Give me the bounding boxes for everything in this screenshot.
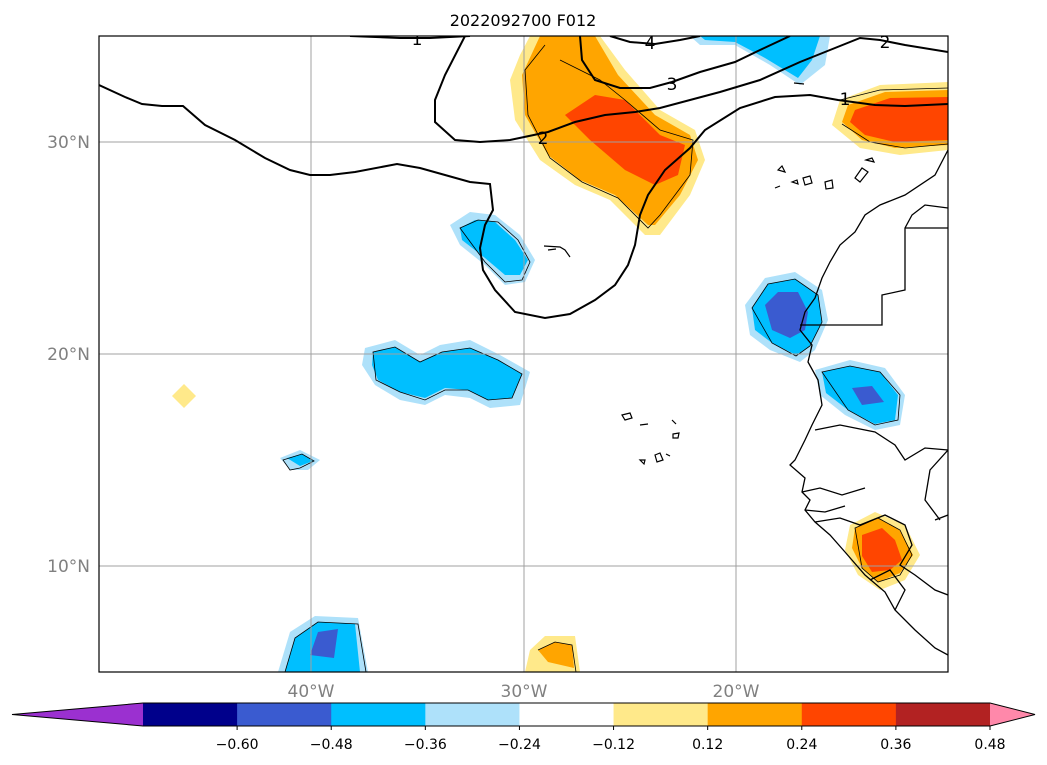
colorbar-extend-low (12, 703, 143, 726)
shaded-outlines (282, 44, 948, 672)
cape-verde-2 (639, 423, 649, 426)
contour-label-2-west: 2 (538, 129, 549, 149)
map-panel: 1 4 2 3 2 1 (98, 30, 949, 673)
colorbar-segment (425, 703, 520, 726)
border-western-sahara (800, 204, 948, 326)
positive-spot-south-mid (538, 642, 574, 668)
negative-region-west-core (372, 347, 522, 400)
colorbar-tick-label: −0.36 (404, 737, 447, 753)
contour-label-4: 4 (645, 34, 656, 54)
coastlines (789, 149, 948, 656)
colorbar-outline (11, 702, 1036, 727)
negative-region-central-core (460, 220, 528, 275)
cape-verde-4 (672, 432, 680, 439)
lon-label-30w: 30°W (501, 682, 548, 702)
longitude-labels: 40°W 30°W 20°W (288, 682, 760, 702)
contour-label-3: 3 (667, 75, 678, 95)
contour-label-1-east: 1 (840, 90, 851, 110)
cape-verde-3 (671, 419, 677, 425)
lon-label-40w: 40°W (288, 682, 335, 702)
colorbar-tick-label: −0.12 (592, 737, 635, 753)
contour-3 (579, 36, 791, 89)
border-sierra-leone (869, 569, 906, 611)
contour-lines (99, 36, 948, 320)
figure-title: 2022092700 F012 (450, 11, 597, 30)
positive-region-south-core (862, 528, 902, 572)
colorbar-tick-label: 0.24 (786, 737, 817, 753)
border-southeast (924, 449, 948, 521)
colorbar-segment (331, 703, 426, 726)
colorbar-tick-label: −0.24 (498, 737, 541, 753)
contour-1-north (349, 36, 471, 39)
contour-4 (609, 36, 701, 46)
colorbar-ticks: −0.60 −0.48 −0.36 −0.24 −0.12 0.12 0.24 0.36 0.4… (216, 726, 1006, 753)
islands (543, 82, 876, 466)
colorbar-segment (613, 703, 709, 726)
positive-spot-west (172, 384, 196, 408)
colorbar-segment (801, 703, 897, 726)
contour-labels: 1 4 2 3 2 1 (412, 30, 891, 149)
colorbar-tick-label: 0.36 (880, 737, 911, 753)
canary-island-6 (854, 167, 869, 183)
colorbar-tick-label: −0.60 (216, 737, 259, 753)
border-guinea (814, 514, 948, 596)
positive-region-northeast-core (850, 97, 948, 142)
border-gambia (801, 487, 866, 513)
contour-2 (434, 36, 948, 144)
contour-1-west (99, 84, 948, 320)
contour-label-2-east: 2 (880, 33, 891, 53)
cape-verde-7 (665, 453, 671, 457)
colorbar-tick-label: 0.48 (974, 737, 1005, 753)
island-mid-1 (543, 245, 571, 258)
canary-island-2 (774, 185, 781, 189)
colorbar-tick-label: −0.48 (310, 737, 353, 753)
colorbar: −0.60 −0.48 −0.36 −0.24 −0.12 0.12 0.24 0.36 0.4… (11, 702, 1036, 753)
colorbar-tick-label: 0.12 (692, 737, 723, 753)
canary-island-3 (790, 179, 799, 185)
canary-island-4 (802, 175, 813, 186)
border-senegal-mali (814, 424, 948, 461)
canary-island-5 (824, 179, 834, 190)
lon-label-20w: 20°W (713, 682, 760, 702)
colorbar-segment (143, 703, 238, 726)
island-north-1 (793, 82, 805, 85)
lat-label-20n: 20°N (47, 345, 90, 365)
contour-label-1-north: 1 (412, 30, 423, 50)
cape-verde-5 (638, 459, 646, 466)
colorbar-extend-high (990, 703, 1035, 726)
colorbar-segments (11, 702, 1036, 727)
colorbar-segment (237, 703, 332, 726)
lat-label-30n: 30°N (47, 133, 90, 153)
colorbar-segment (519, 703, 615, 726)
cape-verde-6 (654, 452, 664, 463)
canary-island-1 (776, 164, 787, 173)
negative-region-coast-core (765, 292, 808, 338)
latitude-labels: 30°N 20°N 10°N (47, 133, 90, 577)
colorbar-segment (707, 703, 803, 726)
negative-region-south-core (310, 629, 338, 658)
cape-verde-1 (621, 412, 633, 421)
colorbar-segment (895, 703, 991, 726)
lat-label-10n: 10°N (47, 557, 90, 577)
africa-coastline (789, 149, 948, 656)
canary-island-7 (863, 157, 876, 163)
map-frame (98, 35, 949, 673)
gridlines (99, 36, 948, 672)
negative-region-senegal-core (852, 386, 884, 405)
